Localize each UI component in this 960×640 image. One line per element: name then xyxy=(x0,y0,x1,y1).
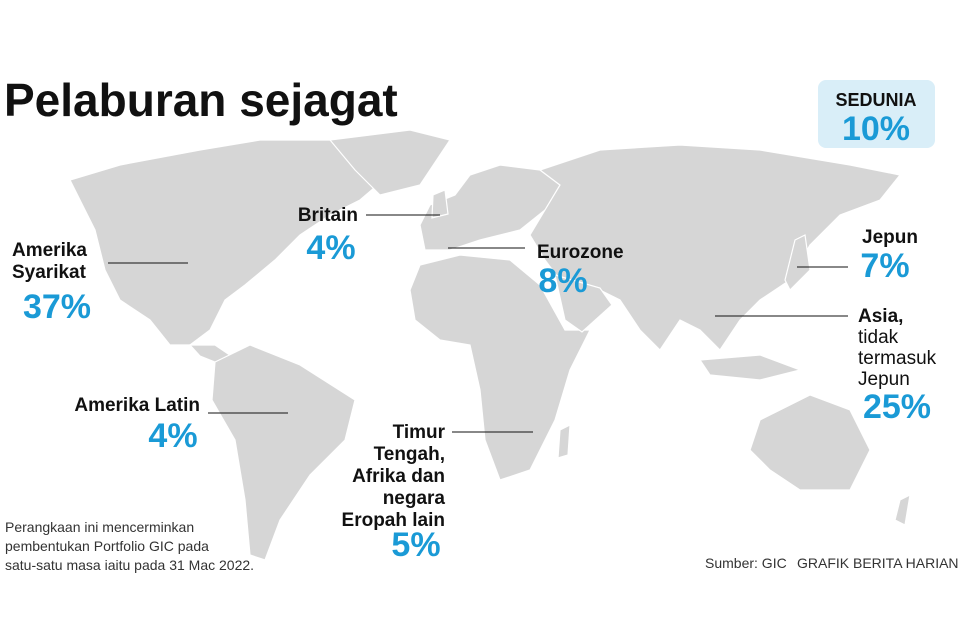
region-name: Eropah lain xyxy=(342,510,445,531)
region-name: tidak xyxy=(858,327,899,348)
region-name: Britain xyxy=(298,205,358,226)
madagascar xyxy=(557,423,571,459)
africa xyxy=(409,254,591,481)
britain xyxy=(431,189,449,219)
note-line: Perangkaan ini mencerminkan xyxy=(5,519,194,535)
region-name: Tengah, xyxy=(374,444,445,465)
region-value: 5% xyxy=(391,526,440,564)
north-america xyxy=(69,139,396,346)
region-value: 7% xyxy=(860,247,909,285)
credit: GRAFIK BERITA HARIAN xyxy=(797,555,959,571)
world-box xyxy=(818,80,935,148)
indonesia xyxy=(698,354,803,381)
australia xyxy=(749,394,871,491)
asia xyxy=(529,144,902,351)
japan xyxy=(784,234,811,292)
region-name: negara xyxy=(383,488,446,509)
region-value: 4% xyxy=(148,417,197,455)
arabia xyxy=(554,274,613,333)
world-label: SEDUNIA xyxy=(835,90,916,110)
new-zealand xyxy=(894,493,911,526)
world-value: 10% xyxy=(842,110,910,148)
source: Sumber: GIC xyxy=(705,555,787,571)
region-value: 25% xyxy=(863,388,931,426)
region-name: Afrika dan xyxy=(352,466,445,487)
region-value: 37% xyxy=(23,288,91,326)
world-map xyxy=(69,129,911,561)
region-name: Amerika Latin xyxy=(74,395,200,416)
region-name: Eurozone xyxy=(537,242,624,263)
region-name: termasuk xyxy=(858,348,937,369)
note-line: pembentukan Portfolio GIC pada xyxy=(5,538,209,554)
note-line: satu-satu masa iaitu pada 31 Mac 2022. xyxy=(5,557,254,573)
region-name: Amerika xyxy=(12,240,87,261)
region-name: Jepun xyxy=(858,369,910,390)
region-value: 4% xyxy=(306,229,355,267)
region-name: Asia, xyxy=(858,306,903,327)
south-america xyxy=(211,344,356,561)
region-value: 8% xyxy=(538,262,587,300)
greenland xyxy=(328,129,451,196)
title: Pelaburan sejagat xyxy=(4,74,398,126)
region-name: Syarikat xyxy=(12,262,87,283)
region-name: Timur xyxy=(393,422,446,443)
region-name: Jepun xyxy=(862,227,918,248)
